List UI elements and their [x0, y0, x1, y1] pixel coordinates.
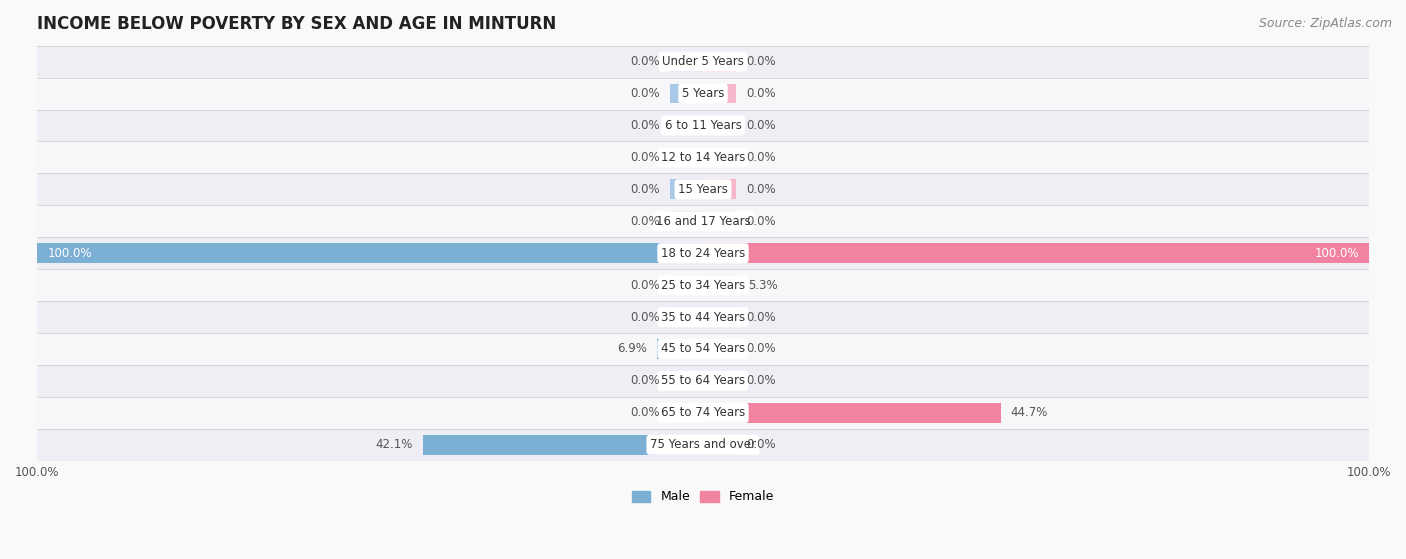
Bar [37, 301, 1369, 333]
Text: 0.0%: 0.0% [630, 151, 659, 164]
Text: 5 Years: 5 Years [682, 87, 724, 100]
Text: 0.0%: 0.0% [747, 375, 776, 387]
Text: 16 and 17 Years: 16 and 17 Years [655, 215, 751, 228]
Text: 6 to 11 Years: 6 to 11 Years [665, 119, 741, 132]
Text: 0.0%: 0.0% [630, 55, 659, 68]
Bar [37, 269, 1369, 301]
Text: 0.0%: 0.0% [747, 87, 776, 100]
Bar [423, 435, 703, 454]
Bar [37, 333, 1369, 365]
Bar [703, 211, 737, 231]
Text: 15 Years: 15 Years [678, 183, 728, 196]
Bar [703, 339, 737, 359]
Bar [37, 429, 1369, 461]
Text: 75 Years and over: 75 Years and over [650, 438, 756, 451]
Text: Source: ZipAtlas.com: Source: ZipAtlas.com [1258, 17, 1392, 30]
Bar [657, 339, 703, 359]
Bar [669, 179, 703, 199]
Bar [37, 243, 703, 263]
Text: 6.9%: 6.9% [617, 343, 647, 356]
Text: 55 to 64 Years: 55 to 64 Years [661, 375, 745, 387]
Bar [669, 52, 703, 72]
Text: 65 to 74 Years: 65 to 74 Years [661, 406, 745, 419]
Bar [37, 110, 1369, 141]
Bar [37, 173, 1369, 205]
Text: 25 to 34 Years: 25 to 34 Years [661, 278, 745, 292]
Bar [669, 84, 703, 103]
Bar [703, 275, 738, 295]
Text: 0.0%: 0.0% [747, 215, 776, 228]
Legend: Male, Female: Male, Female [627, 485, 779, 509]
Text: 35 to 44 Years: 35 to 44 Years [661, 311, 745, 324]
Bar [669, 116, 703, 135]
Bar [703, 116, 737, 135]
Text: 0.0%: 0.0% [630, 119, 659, 132]
Bar [703, 52, 737, 72]
Text: 0.0%: 0.0% [747, 55, 776, 68]
Text: INCOME BELOW POVERTY BY SEX AND AGE IN MINTURN: INCOME BELOW POVERTY BY SEX AND AGE IN M… [37, 15, 557, 33]
Bar [37, 141, 1369, 173]
Bar [669, 403, 703, 423]
Bar [703, 435, 737, 454]
Text: 18 to 24 Years: 18 to 24 Years [661, 247, 745, 260]
Text: 0.0%: 0.0% [747, 438, 776, 451]
Text: 0.0%: 0.0% [630, 311, 659, 324]
Bar [703, 243, 1369, 263]
Text: 100.0%: 100.0% [1315, 247, 1358, 260]
Text: 0.0%: 0.0% [630, 375, 659, 387]
Bar [703, 403, 1001, 423]
Text: 0.0%: 0.0% [630, 406, 659, 419]
Bar [37, 397, 1369, 429]
Text: 44.7%: 44.7% [1011, 406, 1047, 419]
Bar [37, 205, 1369, 237]
Text: 0.0%: 0.0% [747, 343, 776, 356]
Text: 0.0%: 0.0% [747, 183, 776, 196]
Text: 0.0%: 0.0% [630, 215, 659, 228]
Text: 0.0%: 0.0% [747, 119, 776, 132]
Bar [669, 275, 703, 295]
Bar [37, 78, 1369, 110]
Text: 0.0%: 0.0% [747, 311, 776, 324]
Bar [703, 179, 737, 199]
Text: 5.3%: 5.3% [748, 278, 778, 292]
Bar [703, 307, 737, 327]
Text: 42.1%: 42.1% [375, 438, 413, 451]
Text: 100.0%: 100.0% [48, 247, 91, 260]
Text: 0.0%: 0.0% [630, 183, 659, 196]
Bar [669, 307, 703, 327]
Text: 12 to 14 Years: 12 to 14 Years [661, 151, 745, 164]
Text: Under 5 Years: Under 5 Years [662, 55, 744, 68]
Bar [669, 148, 703, 167]
Text: 0.0%: 0.0% [630, 87, 659, 100]
Bar [703, 148, 737, 167]
Bar [669, 371, 703, 391]
Bar [669, 211, 703, 231]
Bar [37, 365, 1369, 397]
Bar [37, 46, 1369, 78]
Bar [703, 84, 737, 103]
Text: 45 to 54 Years: 45 to 54 Years [661, 343, 745, 356]
Bar [37, 237, 1369, 269]
Text: 0.0%: 0.0% [747, 151, 776, 164]
Bar [703, 371, 737, 391]
Text: 0.0%: 0.0% [630, 278, 659, 292]
